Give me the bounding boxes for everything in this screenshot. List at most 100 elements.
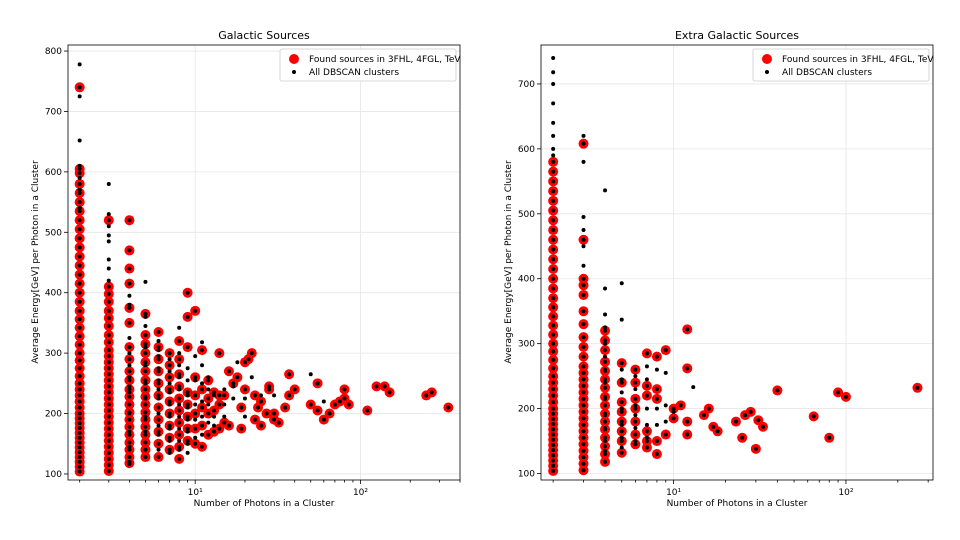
cluster-point	[551, 463, 556, 468]
cluster-point	[206, 420, 211, 425]
cluster-point	[551, 422, 556, 427]
cluster-point	[619, 281, 624, 286]
cluster-point	[581, 377, 586, 382]
cluster-point	[619, 450, 624, 455]
cluster-point	[106, 432, 111, 437]
cluster-point	[185, 393, 190, 398]
cluster-point	[581, 416, 586, 421]
cluster-point	[156, 339, 161, 344]
cluster-point	[644, 429, 649, 434]
cluster-point	[106, 212, 111, 217]
cluster-point	[77, 358, 82, 363]
cluster-point	[603, 396, 608, 401]
cluster-point	[143, 396, 148, 401]
cluster-point	[127, 462, 132, 467]
cluster-point	[551, 332, 556, 337]
cluster-point	[156, 381, 161, 386]
cluster-point	[127, 281, 132, 286]
cluster-point	[581, 141, 586, 146]
cluster-point	[77, 254, 82, 259]
cluster-point	[711, 424, 716, 429]
cluster-point	[551, 247, 556, 252]
cluster-point	[760, 424, 765, 429]
cluster-point	[127, 305, 132, 310]
cluster-point	[77, 440, 82, 445]
cluster-point	[127, 375, 132, 380]
cluster-point	[127, 384, 132, 389]
cluster-point	[127, 266, 132, 271]
cluster-point	[143, 345, 148, 350]
cluster-point	[603, 459, 608, 464]
cluster-point	[581, 354, 586, 359]
cluster-point	[156, 417, 161, 422]
cluster-point	[106, 444, 111, 449]
cluster-point	[654, 422, 659, 427]
plot-frame	[540, 44, 934, 481]
cluster-point	[127, 378, 132, 383]
cluster-point	[551, 81, 556, 86]
cluster-point	[603, 419, 608, 424]
cluster-point	[654, 406, 659, 411]
cluster-point	[267, 387, 272, 392]
cluster-point	[193, 426, 198, 431]
cluster-point	[177, 387, 182, 392]
cluster-point	[382, 384, 387, 389]
y-tick-label: 100	[518, 470, 535, 480]
cluster-point	[77, 206, 82, 211]
legend-marker-found	[762, 54, 772, 64]
legend: Found sources in 3FHL, 4FGL, TeV All DBS…	[279, 48, 461, 82]
cluster-point	[193, 402, 198, 407]
cluster-point	[315, 381, 320, 386]
cluster-point	[346, 402, 351, 407]
cluster-point	[551, 237, 556, 242]
cluster-point	[185, 290, 190, 295]
cluster-point	[619, 406, 624, 411]
y-tick-label: 200	[518, 405, 535, 415]
cluster-point	[603, 439, 608, 444]
cluster-point	[374, 384, 379, 389]
cluster-point	[143, 440, 148, 445]
cluster-point	[143, 378, 148, 383]
cluster-point	[603, 367, 608, 372]
cluster-point	[177, 363, 182, 368]
cluster-point	[185, 402, 190, 407]
cluster-point	[156, 369, 161, 374]
cluster-point	[127, 402, 132, 407]
cluster-point	[106, 366, 111, 371]
cluster-point	[77, 426, 82, 431]
cluster-point	[258, 399, 263, 404]
cluster-point	[581, 370, 586, 375]
cluster-point	[167, 447, 172, 452]
cluster-point	[581, 422, 586, 427]
cluster-point	[177, 372, 182, 377]
cluster-point	[143, 381, 148, 386]
cluster-point	[252, 393, 257, 398]
cluster-point	[581, 344, 586, 349]
cluster-point	[603, 341, 608, 346]
cluster-point	[77, 374, 82, 379]
cluster-point	[551, 101, 556, 106]
cluster-point	[551, 437, 556, 442]
cluster-point	[77, 387, 82, 392]
cluster-point	[143, 455, 148, 460]
cluster-point	[206, 432, 211, 437]
cluster-point	[77, 209, 82, 214]
cluster-point	[551, 411, 556, 416]
cluster-point	[106, 333, 111, 337]
cluster-point	[185, 414, 190, 419]
cluster-point	[654, 367, 659, 372]
cluster-point	[185, 390, 190, 395]
cluster-point	[217, 393, 222, 398]
cluster-point	[156, 348, 161, 353]
cluster-point	[167, 399, 172, 404]
cluster-point	[77, 94, 82, 99]
cluster-point	[246, 357, 251, 362]
cluster-point	[272, 417, 277, 422]
cluster-point	[551, 432, 556, 437]
cluster-point	[177, 444, 182, 449]
cluster-point	[663, 432, 668, 437]
cluster-point	[663, 403, 668, 408]
cluster-point	[193, 354, 198, 359]
cluster-point	[249, 351, 254, 356]
cluster-point	[619, 419, 624, 424]
